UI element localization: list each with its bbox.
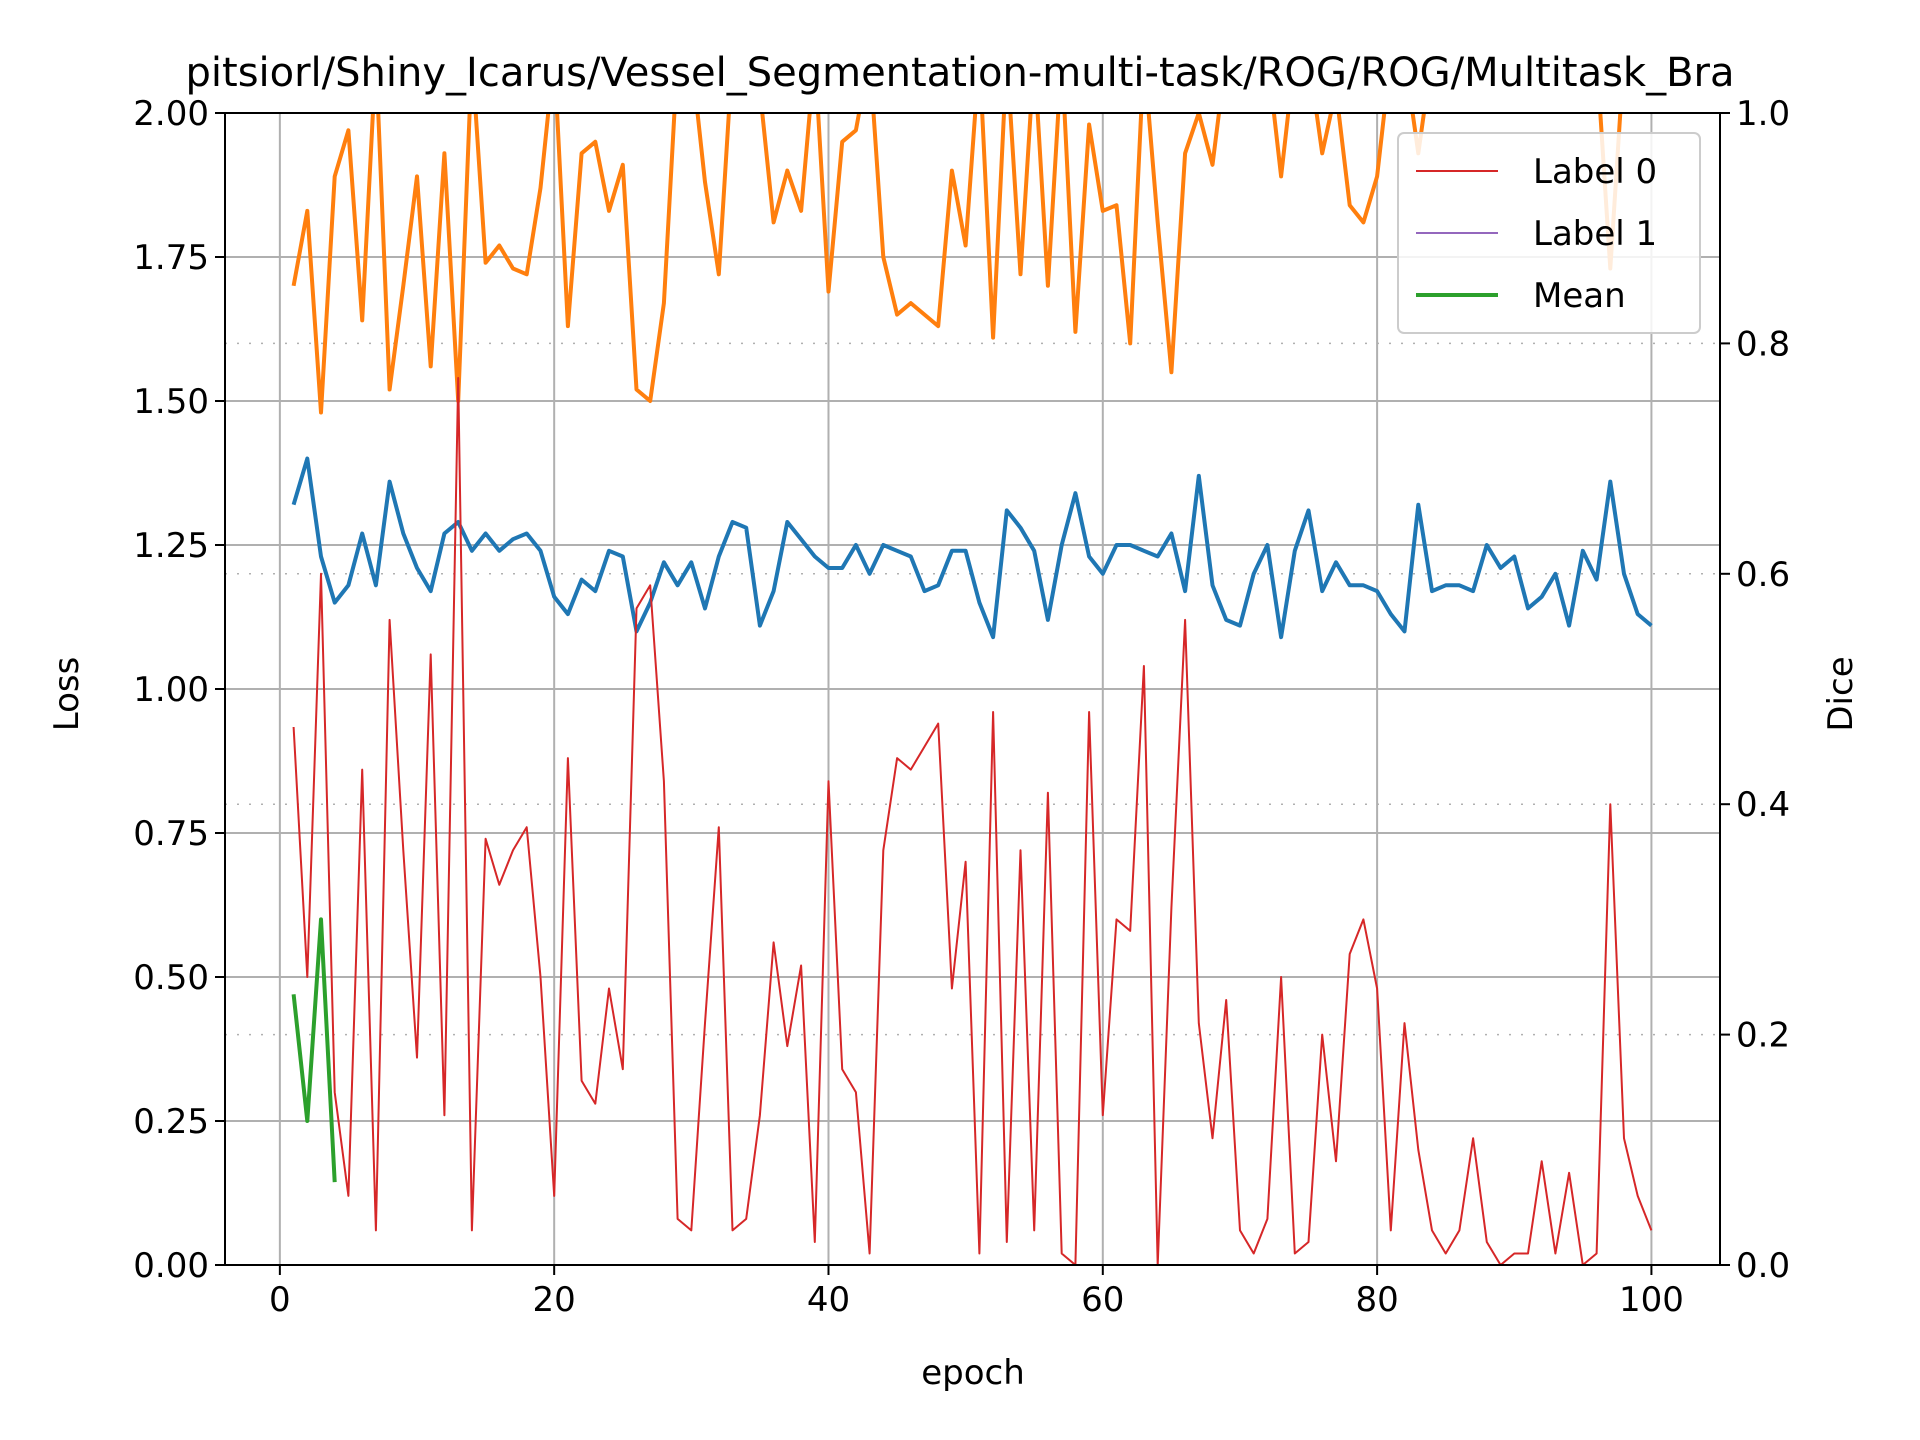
legend-box xyxy=(1397,132,1701,334)
series-line-0 xyxy=(291,456,1653,640)
y-tick-label-left: 1.75 xyxy=(133,238,209,278)
y-tick-label-right: 0.0 xyxy=(1736,1246,1790,1286)
y-tick-label-right: 0.6 xyxy=(1736,555,1790,595)
legend-label: Label 0 xyxy=(1533,152,1657,192)
legend: Label 0 Label 1 Mean xyxy=(1397,132,1701,334)
legend-label: Mean xyxy=(1533,276,1626,316)
x-tick-label: 60 xyxy=(1081,1280,1124,1320)
y-tick-label-left: 1.50 xyxy=(133,382,209,422)
y-tick-label-left: 0.00 xyxy=(133,1246,209,1286)
x-tick-label: 0 xyxy=(269,1280,291,1320)
series-line-2 xyxy=(292,377,1653,1265)
y-tick-label-right: 1.0 xyxy=(1736,94,1790,134)
x-tick-label: 80 xyxy=(1355,1280,1398,1320)
x-tick-label: 40 xyxy=(807,1280,850,1320)
chart-title: pitsiorl/Shiny_Icarus/Vessel_Segmentatio… xyxy=(186,50,1735,96)
y-tick-label-right: 0.8 xyxy=(1736,324,1790,364)
legend-label: Label 1 xyxy=(1533,214,1657,254)
y-tick-label-left: 0.50 xyxy=(133,958,209,998)
y-tick-label-left: 0.25 xyxy=(133,1102,209,1142)
y-tick-label-right: 0.4 xyxy=(1736,785,1790,825)
y-tick-label-left: 0.75 xyxy=(133,814,209,854)
plot-lines xyxy=(291,113,1653,1265)
y-axis-label-right: Dice xyxy=(1821,656,1861,731)
y-axis-label-left: Loss xyxy=(47,657,87,732)
y-tick-label-right: 0.2 xyxy=(1736,1016,1790,1056)
x-tick-label: 20 xyxy=(533,1280,576,1320)
y-tick-label-left: 2.00 xyxy=(133,94,209,134)
x-axis-label: epoch xyxy=(921,1353,1025,1393)
x-tick-label: 100 xyxy=(1619,1280,1684,1320)
y-tick-label-left: 1.00 xyxy=(133,670,209,710)
y-tick-label-left: 1.25 xyxy=(133,526,209,566)
series-line-1 xyxy=(291,113,1623,415)
series-line-4 xyxy=(291,917,337,1183)
axes: 0 20 40 60 80 100 0.00 0.25 0.50 0.75 1.00 1.25 1.50… xyxy=(133,94,1790,1320)
